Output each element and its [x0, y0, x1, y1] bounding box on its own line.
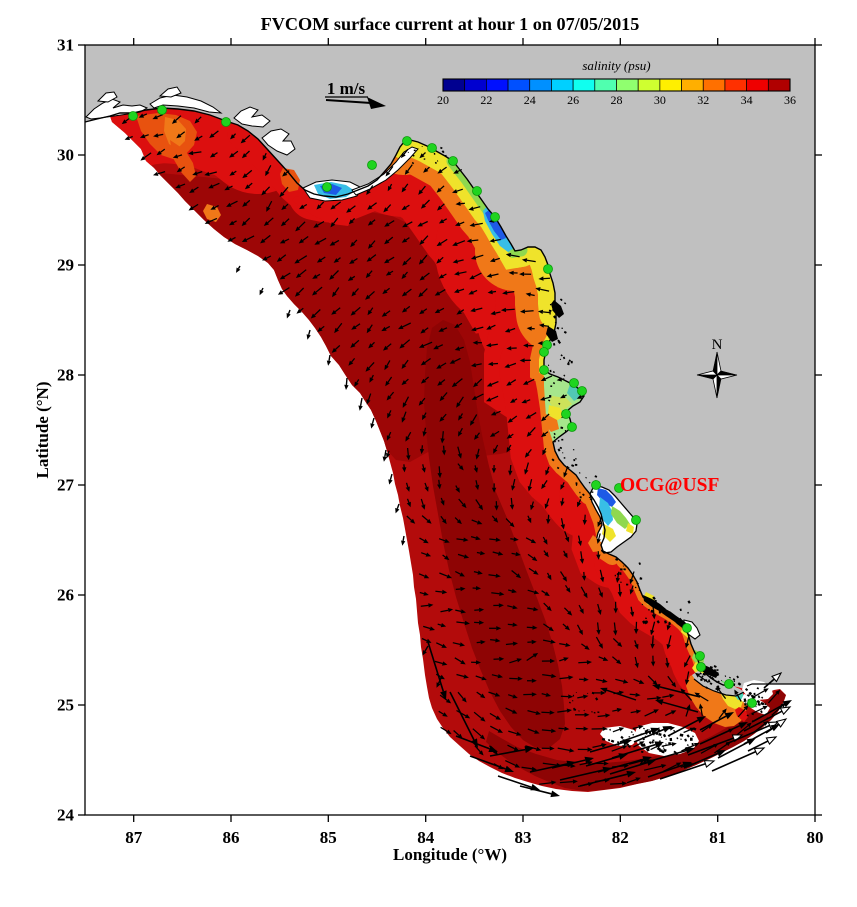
svg-text:26: 26	[567, 93, 579, 107]
svg-text:31: 31	[57, 36, 74, 55]
svg-text:22: 22	[480, 93, 492, 107]
svg-text:36: 36	[784, 93, 796, 107]
svg-text:84: 84	[417, 828, 435, 847]
svg-text:82: 82	[612, 828, 629, 847]
svg-text:86: 86	[223, 828, 240, 847]
svg-text:24: 24	[524, 93, 536, 107]
svg-text:20: 20	[437, 93, 449, 107]
svg-text:80: 80	[807, 828, 824, 847]
svg-text:34: 34	[741, 93, 753, 107]
svg-text:81: 81	[709, 828, 726, 847]
svg-text:24: 24	[57, 806, 75, 825]
svg-text:Longitude (°W): Longitude (°W)	[393, 845, 507, 864]
svg-text:FVCOM surface current at hour: FVCOM surface current at hour 1 on 07/05…	[261, 14, 640, 34]
svg-text:28: 28	[611, 93, 623, 107]
svg-text:83: 83	[515, 828, 532, 847]
svg-text:25: 25	[57, 696, 74, 715]
svg-text:29: 29	[57, 256, 74, 275]
svg-text:30: 30	[654, 93, 666, 107]
svg-text:32: 32	[697, 93, 709, 107]
svg-text:28: 28	[57, 366, 74, 385]
svg-text:27: 27	[57, 476, 75, 495]
svg-text:30: 30	[57, 146, 74, 165]
svg-text:85: 85	[320, 828, 337, 847]
svg-text:Latitude (°N): Latitude (°N)	[33, 382, 52, 479]
svg-text:26: 26	[57, 586, 74, 605]
svg-text:87: 87	[125, 828, 143, 847]
svg-text:1 m/s: 1 m/s	[327, 79, 366, 98]
svg-text:N: N	[712, 337, 723, 353]
svg-text:OCG@USF: OCG@USF	[620, 475, 719, 496]
svg-text:salinity (psu): salinity (psu)	[582, 58, 650, 73]
